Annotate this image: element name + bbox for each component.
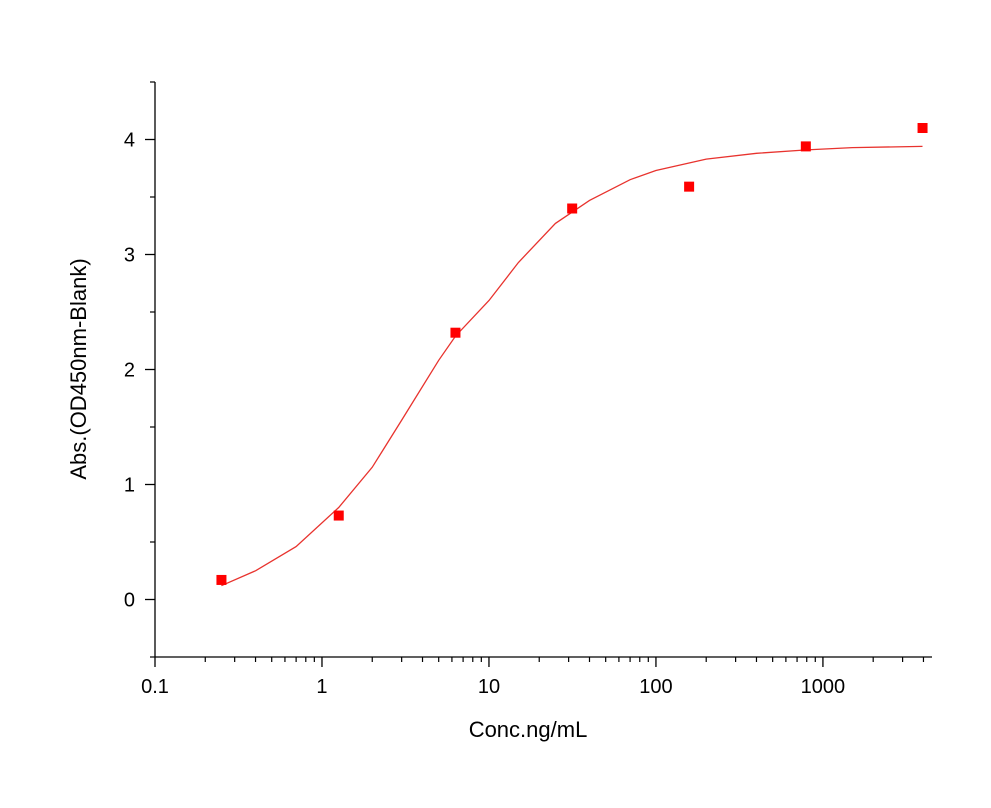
x-tick-label: 10 <box>478 676 500 698</box>
x-tick-label: 0.1 <box>141 676 169 698</box>
data-point <box>216 574 227 585</box>
data-point <box>917 123 928 133</box>
data-points-layer <box>216 123 928 585</box>
data-point <box>450 327 461 338</box>
y-tick-label: 0 <box>124 590 135 612</box>
data-point <box>333 510 344 521</box>
x-tick-label: 1000 <box>801 676 846 698</box>
y-tick-label: 1 <box>124 475 135 497</box>
axes: 0 1 2 3 4 0.1 1 10 100 1000 <box>124 81 932 698</box>
fit-curve-layer <box>221 145 923 587</box>
y-tick-label: 3 <box>124 245 135 267</box>
data-point <box>800 141 811 152</box>
x-axis-title: Conc.ng/mL <box>469 717 588 742</box>
y-tick-label: 2 <box>124 360 135 382</box>
fit-curve <box>221 145 923 587</box>
data-point <box>684 181 695 192</box>
y-tick-label: 4 <box>124 130 135 152</box>
x-tick-label: 100 <box>639 676 672 698</box>
data-point <box>567 203 578 214</box>
y-axis-title: Abs.(OD450nm-Blank) <box>66 258 91 479</box>
x-tick-label: 1 <box>316 676 327 698</box>
